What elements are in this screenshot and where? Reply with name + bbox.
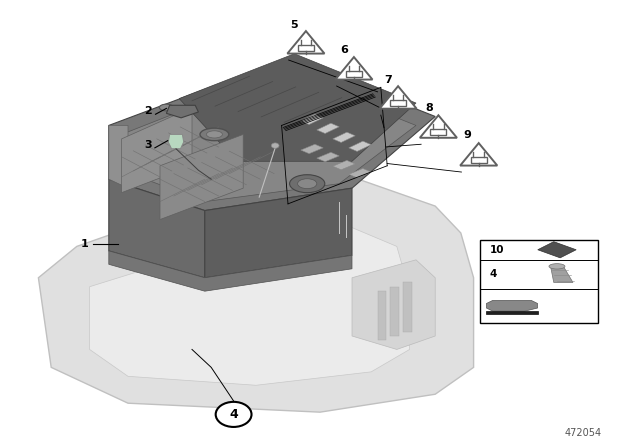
Polygon shape	[109, 251, 352, 291]
Polygon shape	[380, 86, 417, 109]
Polygon shape	[486, 311, 538, 314]
Polygon shape	[122, 72, 416, 202]
Ellipse shape	[200, 128, 229, 141]
Text: 7: 7	[385, 75, 392, 85]
Polygon shape	[317, 152, 339, 162]
Polygon shape	[550, 266, 573, 283]
Polygon shape	[486, 300, 538, 311]
Polygon shape	[352, 260, 435, 349]
Ellipse shape	[298, 179, 317, 189]
Polygon shape	[287, 31, 324, 54]
Polygon shape	[179, 54, 416, 161]
Polygon shape	[333, 132, 355, 142]
Text: 4: 4	[490, 269, 497, 280]
Polygon shape	[333, 160, 355, 170]
Polygon shape	[301, 114, 323, 125]
Text: 6: 6	[340, 45, 348, 55]
Polygon shape	[538, 242, 576, 258]
Polygon shape	[122, 108, 192, 193]
Bar	[480, 240, 598, 323]
Polygon shape	[317, 123, 339, 134]
Text: 1: 1	[81, 239, 88, 249]
Polygon shape	[378, 291, 386, 340]
Text: 5: 5	[291, 20, 298, 30]
Circle shape	[271, 143, 279, 148]
Polygon shape	[38, 170, 474, 412]
Circle shape	[216, 402, 252, 427]
Polygon shape	[335, 57, 372, 80]
Polygon shape	[403, 282, 412, 332]
Text: 10: 10	[490, 245, 504, 255]
Polygon shape	[109, 125, 128, 188]
Text: 8: 8	[425, 103, 433, 112]
Polygon shape	[168, 134, 184, 149]
Text: 2: 2	[145, 106, 152, 116]
Text: 472054: 472054	[564, 428, 602, 438]
Polygon shape	[420, 115, 457, 138]
Text: 9: 9	[463, 130, 471, 140]
Polygon shape	[301, 144, 323, 154]
Text: 3: 3	[144, 140, 152, 150]
Polygon shape	[205, 188, 352, 278]
Polygon shape	[349, 168, 371, 178]
Polygon shape	[349, 141, 371, 151]
Polygon shape	[90, 220, 410, 385]
Polygon shape	[166, 105, 198, 118]
Polygon shape	[460, 143, 497, 166]
Ellipse shape	[206, 131, 223, 138]
Polygon shape	[109, 179, 205, 278]
Polygon shape	[390, 287, 399, 336]
Ellipse shape	[159, 104, 173, 111]
Text: 4: 4	[229, 408, 238, 421]
Polygon shape	[160, 134, 243, 220]
Ellipse shape	[549, 263, 565, 269]
Polygon shape	[109, 58, 435, 211]
Ellipse shape	[289, 175, 325, 193]
